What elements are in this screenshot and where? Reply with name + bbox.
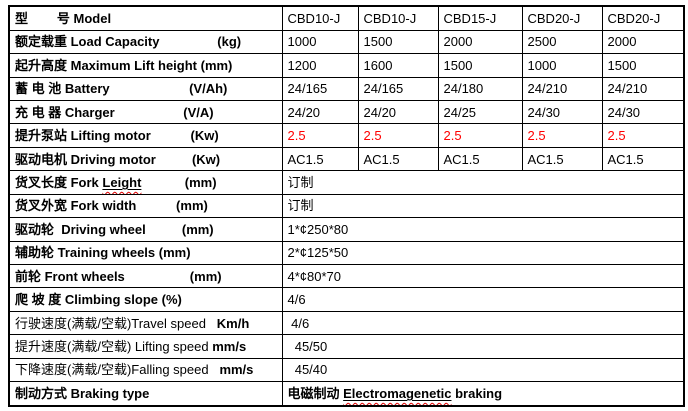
row-training-wheels: 辅助轮 Training wheels (mm) 2*¢125*50 [8, 240, 685, 265]
spec-sheet: 型 号 Model CBD10-J CBD10-J CBD15-J CBD20-… [8, 5, 685, 407]
row-charger: 充 电 器 Charger (V/A) 24/20 24/20 24/25 24… [8, 100, 685, 125]
row-travel-speed: 行驶速度(满载/空载)Travel speed Km/h 4/6 [8, 310, 685, 336]
spec-value: 1200 [281, 53, 359, 78]
spec-value: 1500 [437, 53, 523, 78]
row-battery: 蓄 电 池 Battery (V/Ah) 24/165 24/165 24/18… [8, 76, 685, 102]
row-front-wheels: 前轮 Front wheels (mm) 4*¢80*70 [8, 263, 685, 289]
row-label: 驱动轮 Driving wheel (mm) [8, 217, 283, 242]
spec-value: 1500 [601, 53, 685, 78]
row-label: 额定载重 Load Capacity (kg) [8, 29, 283, 55]
row-label: 型 号 Model [8, 5, 283, 31]
row-label: 行驶速度(满载/空载)Travel speed Km/h [8, 310, 283, 336]
row-label: 货叉外宽 Fork width (mm) [8, 193, 283, 219]
spec-value: 24/165 [357, 76, 439, 102]
spec-value: AC1.5 [437, 146, 523, 172]
row-load-capacity: 额定载重 Load Capacity (kg) 1000 1500 2000 2… [8, 29, 685, 55]
spec-value: 1000 [521, 53, 603, 78]
model-value: CBD15-J [437, 5, 523, 31]
row-lifting-motor: 提升泵站 Lifting motor (Kw) 2.5 2.5 2.5 2.5 … [8, 123, 685, 148]
spec-value-red: 2.5 [357, 123, 439, 148]
spec-value: 4/6 [281, 287, 685, 312]
spec-value: 24/20 [281, 100, 359, 125]
spec-value: AC1.5 [281, 146, 359, 172]
row-label: 提升泵站 Lifting motor (Kw) [8, 123, 283, 148]
spec-value: 订制 [281, 170, 685, 195]
forklift-spec-table: 型 号 Model CBD10-J CBD10-J CBD15-J CBD20-… [8, 5, 685, 407]
row-falling-speed: 下降速度(满载/空载)Falling speed mm/s 45/40 [8, 357, 685, 383]
misspelled-word: Leight [102, 175, 142, 190]
row-braking-type: 制动方式 Braking type 电磁制动 Electromagenetic … [8, 381, 685, 407]
row-label: 辅助轮 Training wheels (mm) [8, 240, 283, 265]
row-label: 驱动电机 Driving motor (Kw) [8, 146, 283, 172]
row-driving-motor: 驱动电机 Driving motor (Kw) AC1.5 AC1.5 AC1.… [8, 146, 685, 172]
spec-value: AC1.5 [521, 146, 603, 172]
spec-value: 24/165 [281, 76, 359, 102]
row-label: 前轮 Front wheels (mm) [8, 263, 283, 289]
spec-value: 1500 [357, 29, 439, 55]
row-driving-wheel: 驱动轮 Driving wheel (mm) 1*¢250*80 [8, 217, 685, 242]
row-label: 下降速度(满载/空载)Falling speed mm/s [8, 357, 283, 383]
spec-value: 1000 [281, 29, 359, 55]
model-value: CBD20-J [601, 5, 685, 31]
spec-value-red: 2.5 [521, 123, 603, 148]
spec-value: 4/6 [281, 310, 685, 336]
spec-value: 1600 [357, 53, 439, 78]
spec-value: 24/180 [437, 76, 523, 102]
row-label: 充 电 器 Charger (V/A) [8, 100, 283, 125]
model-value: CBD10-J [357, 5, 439, 31]
spec-value: 2500 [521, 29, 603, 55]
row-label: 蓄 电 池 Battery (V/Ah) [8, 76, 283, 102]
row-label: 货叉长度 Fork Leight (mm) [8, 170, 283, 195]
spec-value: 电磁制动 Electromagenetic braking [281, 381, 685, 407]
row-lifting-speed: 提升速度(满载/空载) Lifting speed mm/s 45/50 [8, 334, 685, 359]
row-model: 型 号 Model CBD10-J CBD10-J CBD15-J CBD20-… [8, 5, 685, 31]
model-value: CBD20-J [521, 5, 603, 31]
spec-value: 4*¢80*70 [281, 263, 685, 289]
row-climbing-slope: 爬 坡 度 Climbing slope (%) 4/6 [8, 287, 685, 312]
spec-value: 24/25 [437, 100, 523, 125]
spec-value: 24/30 [521, 100, 603, 125]
spec-value-red: 2.5 [601, 123, 685, 148]
spec-value: 2*¢125*50 [281, 240, 685, 265]
spec-value: 2000 [601, 29, 685, 55]
model-value: CBD10-J [281, 5, 359, 31]
row-label: 制动方式 Braking type [8, 381, 283, 407]
spec-value-red: 2.5 [281, 123, 359, 148]
spec-value-red: 2.5 [437, 123, 523, 148]
spec-value: 订制 [281, 193, 685, 219]
spec-value: 45/40 [281, 357, 685, 383]
spec-value: AC1.5 [601, 146, 685, 172]
row-fork-length: 货叉长度 Fork Leight (mm) 订制 [8, 170, 685, 195]
row-fork-width: 货叉外宽 Fork width (mm) 订制 [8, 193, 685, 219]
spec-value: 2000 [437, 29, 523, 55]
spec-value: 45/50 [281, 334, 685, 359]
misspelled-word: Electromagenetic [343, 386, 452, 402]
row-lift-height: 起升高度 Maximum Lift height (mm) 1200 1600 … [8, 53, 685, 78]
spec-value: 24/210 [601, 76, 685, 102]
row-label: 起升高度 Maximum Lift height (mm) [8, 53, 283, 78]
row-label: 爬 坡 度 Climbing slope (%) [8, 287, 283, 312]
row-label: 提升速度(满载/空载) Lifting speed mm/s [8, 334, 283, 359]
spec-value: 24/20 [357, 100, 439, 125]
spec-value: 24/210 [521, 76, 603, 102]
spec-value: 24/30 [601, 100, 685, 125]
spec-value: 1*¢250*80 [281, 217, 685, 242]
spec-value: AC1.5 [357, 146, 439, 172]
